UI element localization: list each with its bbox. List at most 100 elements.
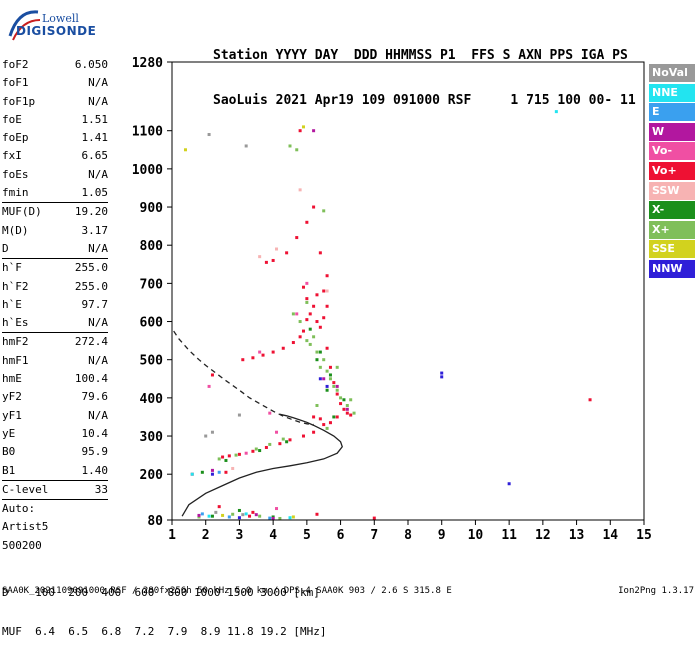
- param-label: yF1: [2, 408, 22, 422]
- echo-point: [440, 371, 444, 375]
- param-row: hmF2 272.4: [2, 333, 108, 351]
- echo-point: [312, 335, 316, 339]
- echo-point: [207, 514, 211, 518]
- legend-nnw: NNW: [649, 259, 695, 278]
- legend-x-plus: X+: [649, 220, 695, 239]
- param-value: 3.17: [81, 223, 109, 237]
- param-label: M(D): [2, 223, 29, 237]
- echo-point: [291, 312, 295, 316]
- echo-point: [254, 447, 258, 451]
- param-value: N/A: [88, 241, 108, 255]
- echo-point: [325, 384, 329, 388]
- echo-point: [288, 516, 292, 520]
- echo-point: [224, 470, 228, 474]
- y-tick-label: 80: [147, 514, 163, 529]
- echo-point: [328, 421, 332, 425]
- echo-point: [281, 437, 285, 441]
- param-value: 6.050: [74, 58, 108, 71]
- logo-text-digisonde: DIGISONDE: [16, 24, 97, 38]
- echo-point: [322, 423, 326, 427]
- echo-point: [328, 365, 332, 369]
- echo-points: [183, 110, 592, 520]
- param-value: 255.0: [74, 279, 108, 293]
- echo-point: [315, 512, 319, 516]
- echo-point: [264, 445, 268, 449]
- echo-point: [210, 373, 214, 377]
- echo-point: [237, 508, 241, 512]
- echo-point: [183, 148, 187, 152]
- param-value: N/A: [88, 353, 108, 367]
- param-label: foEp: [2, 131, 29, 145]
- echo-point: [335, 384, 339, 388]
- auto-label: Auto:: [2, 502, 36, 516]
- y-axis-ticks: 80 200 300 400 500 600 700 800 900 1000 1100 1280: [132, 56, 172, 529]
- x-tick-label: 8: [404, 528, 412, 543]
- muf-row: MUF 6.4 6.5 6.8 7.2 7.9 8.9 11.8 19.2 [M…: [2, 625, 327, 638]
- x-tick-label: 12: [535, 528, 551, 543]
- y-tick-label: 900: [140, 201, 164, 216]
- separator: [2, 332, 108, 334]
- echo-point: [325, 274, 329, 278]
- param-row: h`F2 255.0: [2, 278, 108, 296]
- echo-point: [231, 512, 235, 516]
- echo-point: [197, 513, 201, 517]
- param-row: MUF(D) 19.20: [2, 203, 108, 221]
- param-value: 79.6: [81, 390, 109, 404]
- profile-traces: [173, 330, 343, 517]
- echo-point: [295, 236, 299, 240]
- echo-point: [258, 514, 262, 518]
- param-label: B0: [2, 445, 16, 459]
- echo-point: [301, 125, 305, 129]
- y-tick-label: 400: [140, 392, 164, 407]
- echo-point: [264, 260, 268, 264]
- echo-point: [217, 457, 221, 461]
- echo-point: [244, 512, 248, 516]
- legend-nne: NNE: [649, 83, 695, 102]
- legend-vo-plus: Vo+: [649, 161, 695, 180]
- echo-point: [268, 442, 272, 446]
- echo-point: [312, 430, 316, 434]
- x-tick-label: 6: [337, 528, 345, 543]
- param-label: foE: [2, 112, 22, 126]
- echo-point: [315, 404, 319, 407]
- echo-point: [318, 417, 322, 421]
- param-row: fmin 1.05: [2, 184, 108, 202]
- echo-point: [275, 507, 279, 511]
- param-value: N/A: [88, 94, 108, 108]
- echo-point: [349, 413, 353, 417]
- echo-point: [227, 454, 231, 458]
- y-tick-label: 1100: [132, 125, 163, 140]
- param-row: h`Es N/A: [2, 314, 108, 332]
- echo-point: [291, 515, 295, 519]
- param-value: 100.4: [74, 372, 108, 386]
- lowell-digisonde-logo: Lowell DIGISONDE: [4, 4, 114, 48]
- separator: [2, 202, 108, 204]
- param-value: 19.20: [74, 205, 108, 219]
- y-tick-label: 500: [140, 354, 164, 369]
- param-group-4: hmF2 272.4 hmF1 N/A hmE 100.4 yF2 79.6 yF1 N/A yE 1…: [2, 333, 108, 479]
- echo-point: [332, 415, 336, 419]
- param-label: MUF(D): [2, 205, 42, 219]
- echo-point: [207, 384, 211, 388]
- header-fields-line: Station YYYY DAY DDD HHMMSS P1 FFS S AXN…: [213, 48, 628, 63]
- param-label: h`E: [2, 297, 22, 311]
- echo-point: [322, 209, 326, 213]
- logo-emblem-icon: [8, 10, 41, 41]
- echo-point: [440, 375, 444, 379]
- echo-point: [315, 293, 319, 297]
- echo-point: [254, 513, 258, 517]
- echo-point: [312, 205, 316, 209]
- topside-profile-extrapolation: [173, 330, 314, 426]
- echo-point: [261, 353, 265, 357]
- echo-point: [305, 281, 309, 285]
- param-label: fmin: [2, 186, 29, 200]
- echo-point: [271, 258, 275, 262]
- echo-point: [315, 320, 319, 324]
- param-row: h`E 97.7: [2, 296, 108, 314]
- echo-point: [328, 373, 332, 377]
- echo-point: [278, 442, 282, 446]
- echo-point: [237, 516, 241, 520]
- muf-table: D 100 200 400 600 800 1000 1500 3000 [km…: [2, 560, 327, 651]
- echo-point: [291, 341, 295, 345]
- param-value: 95.9: [81, 445, 109, 459]
